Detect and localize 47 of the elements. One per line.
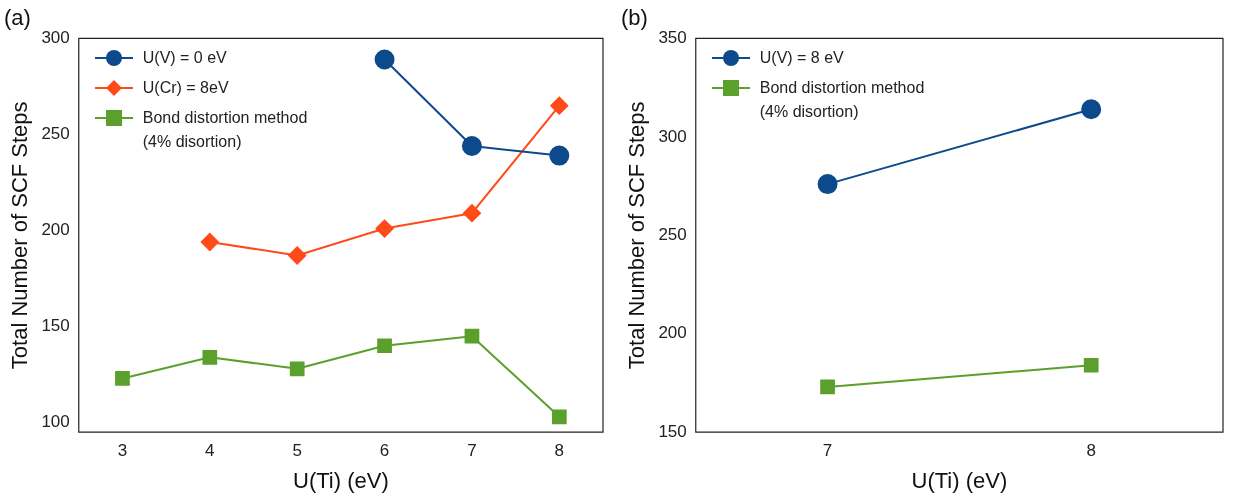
y-tick-label: 100 (41, 412, 70, 432)
legend-label: U(V) = 8 eV (759, 48, 844, 69)
point (115, 371, 130, 386)
point (551, 409, 567, 425)
point (1083, 357, 1099, 373)
x-tick-label: 8 (554, 441, 565, 461)
point (461, 135, 482, 156)
point (200, 233, 219, 252)
x-tick-label: 7 (467, 441, 477, 461)
point (202, 349, 218, 365)
chart-title: (a) (4, 5, 31, 31)
x-axis-title: U(Ti) (eV) (293, 467, 389, 493)
x-tick-label: 7 (822, 441, 833, 461)
x-tick-label: 3 (117, 441, 128, 461)
point (1081, 99, 1102, 120)
legend-label: U(V) = 0 eV (142, 48, 227, 69)
x-axis-title: U(Ti) (eV) (911, 467, 1008, 493)
x-tick-label: 5 (292, 441, 302, 461)
point (817, 174, 838, 195)
point (462, 204, 481, 223)
x-tick-label: 4 (205, 441, 215, 461)
y-tick-label: 150 (658, 421, 687, 441)
point (288, 246, 307, 265)
y-tick-label: 200 (658, 323, 687, 343)
point (464, 328, 480, 344)
legend-label: Bond distortion method (4% disortion) (759, 78, 925, 123)
y-tick-label: 250 (658, 224, 687, 244)
x-tick-label: 8 (1086, 441, 1096, 461)
point (374, 49, 395, 70)
y-tick-label: 300 (41, 28, 70, 48)
y-axis-title: Total Number of SCF Steps (624, 101, 650, 370)
point (377, 338, 392, 354)
y-tick-label: 150 (41, 316, 70, 336)
point (549, 145, 570, 166)
x-tick-label: 6 (379, 441, 390, 461)
point (550, 96, 569, 115)
y-tick-label: 250 (41, 124, 70, 144)
y-axis-title: Total Number of SCF Steps (7, 101, 33, 370)
legend-label: Bond distortion method (4% disortion) (142, 108, 308, 153)
y-tick-label: 350 (658, 28, 687, 48)
chart-title: (b) (621, 5, 648, 31)
legend-label: U(Cr) = 8eV (142, 78, 229, 99)
y-tick-label: 200 (41, 220, 70, 240)
point (820, 379, 835, 395)
point (375, 219, 394, 238)
point (289, 361, 305, 377)
y-tick-label: 300 (658, 126, 687, 146)
